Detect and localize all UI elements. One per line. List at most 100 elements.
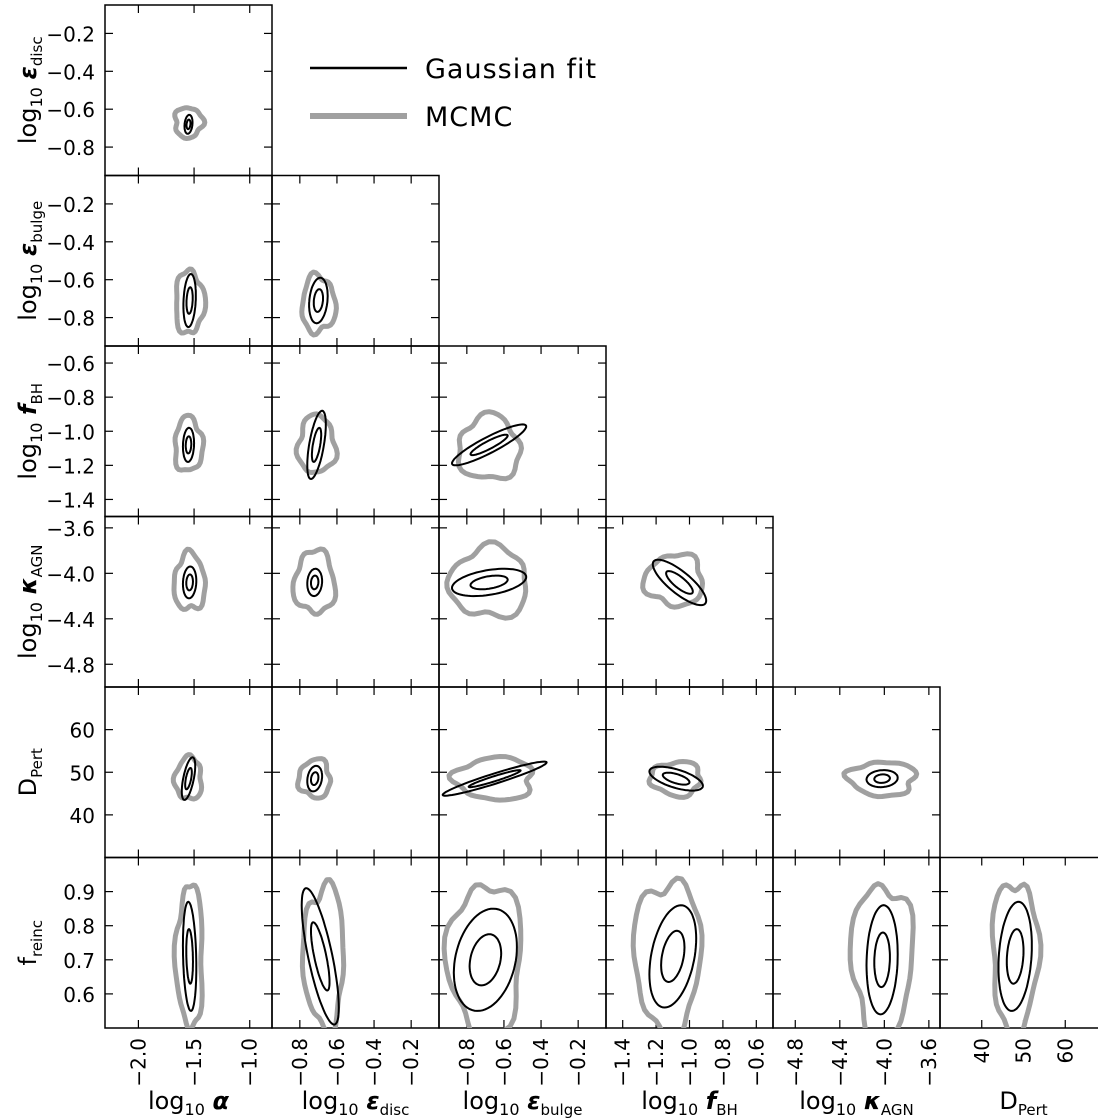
panel-frame xyxy=(104,856,273,1029)
y-tick-label: −0.4 xyxy=(46,60,95,84)
y-tick-label: −0.2 xyxy=(46,193,95,217)
panel-frame xyxy=(104,174,273,347)
x-tick-label: 50 xyxy=(1012,1038,1036,1063)
mcmc-contour xyxy=(290,546,339,617)
x-tick-label: −0.6 xyxy=(744,1038,768,1087)
x-axis-label-alpha: log10 α xyxy=(148,1087,230,1119)
gaussian-contour-1sigma xyxy=(467,769,522,789)
contours xyxy=(170,752,205,802)
y-tick-label: −0.6 xyxy=(46,269,95,293)
gaussian-contour-2sigma xyxy=(997,900,1033,1012)
panel-frame xyxy=(271,174,440,347)
contours xyxy=(646,759,704,800)
y-tick-label: −3.6 xyxy=(46,517,95,541)
x-axis-label-D_Pert: DPert xyxy=(999,1087,1047,1119)
panel-kappa_AGN-D_Pert xyxy=(772,686,941,859)
gaussian-contour-1sigma xyxy=(873,773,891,784)
gaussian-contour-2sigma xyxy=(181,565,198,600)
x-tick-label: −3.6 xyxy=(917,1038,941,1087)
panel-eps_bulge-kappa_AGN xyxy=(438,515,607,688)
gaussian-contour-2sigma xyxy=(180,756,197,801)
panel-frame xyxy=(605,686,774,859)
panel-frame xyxy=(271,686,440,859)
contours xyxy=(293,409,340,481)
gaussian-contour-2sigma xyxy=(648,904,698,1009)
mcmc-contour xyxy=(170,752,205,802)
y-tick-label: 0.6 xyxy=(63,983,95,1007)
x-axis-label-eps_bulge: log10 εbulge xyxy=(463,1087,583,1119)
gaussian-contour-1sigma xyxy=(310,426,323,463)
gaussian-contour-2sigma xyxy=(450,423,528,467)
x-tick-label: −0.8 xyxy=(711,1038,735,1087)
x-tick-label: −2.0 xyxy=(126,1038,150,1087)
y-tick-label: −0.8 xyxy=(46,386,95,410)
gaussian-contour-2sigma xyxy=(300,887,340,1026)
gaussian-contour-2sigma xyxy=(651,558,708,607)
x-tick-label: −4.4 xyxy=(828,1038,852,1087)
gaussian-contour-2sigma xyxy=(306,409,327,481)
contours xyxy=(630,875,705,1028)
panel-frame xyxy=(271,345,440,518)
mcmc-contour xyxy=(293,411,340,475)
panel-eps_disc-f_BH xyxy=(271,345,440,518)
panel-frame xyxy=(772,856,941,1029)
panel-eps_disc-D_Pert xyxy=(271,686,440,859)
y-tick-label: −0.8 xyxy=(46,136,95,160)
panel-eps_disc-f_reinc xyxy=(271,856,440,1029)
gaussian-contour-1sigma xyxy=(310,921,331,992)
gaussian-contour-2sigma xyxy=(181,900,198,1012)
gaussian-contour-2sigma xyxy=(865,904,899,1016)
gaussian-contour-1sigma xyxy=(184,435,193,455)
gaussian-contour-2sigma xyxy=(648,765,704,792)
panel-alpha-f_reinc xyxy=(104,856,273,1029)
y-tick-label: −1.2 xyxy=(46,454,95,478)
contours xyxy=(172,412,207,473)
gaussian-contour-2sigma xyxy=(181,426,196,463)
panel-eps_bulge-f_reinc xyxy=(438,856,607,1029)
contours xyxy=(295,756,334,801)
x-tick-label: −1.0 xyxy=(678,1038,702,1087)
x-tick-label: −1.2 xyxy=(644,1038,668,1087)
gaussian-contour-2sigma xyxy=(306,764,324,793)
gaussian-contour-1sigma xyxy=(468,933,503,987)
panel-f_BH-kappa_AGN xyxy=(605,515,774,688)
y-tick-label: −1.0 xyxy=(46,420,95,444)
y-tick-label: −0.6 xyxy=(46,98,95,122)
y-tick-label: −4.8 xyxy=(46,653,95,677)
x-tick-label: −0.2 xyxy=(399,1038,423,1087)
gaussian-contour-2sigma xyxy=(441,760,548,797)
gaussian-contour-1sigma xyxy=(185,286,194,315)
contours xyxy=(450,409,528,482)
contours xyxy=(989,881,1044,1028)
panel-frame xyxy=(271,856,440,1029)
contours xyxy=(299,269,339,338)
contours xyxy=(441,882,524,1028)
mcmc-contour xyxy=(441,882,524,1028)
contours xyxy=(299,877,347,1028)
panel-frame xyxy=(438,686,607,859)
gaussian-contour-1sigma xyxy=(1005,928,1025,985)
panel-alpha-D_Pert xyxy=(104,686,273,859)
panel-frame xyxy=(104,515,273,688)
contours xyxy=(172,105,208,141)
x-tick-label: −0.4 xyxy=(529,1038,553,1087)
gaussian-contour-1sigma xyxy=(185,118,192,131)
gaussian-contour-1sigma xyxy=(184,767,193,791)
y-tick-label: −4.0 xyxy=(46,562,95,586)
contours xyxy=(444,539,529,621)
contours xyxy=(171,882,205,1028)
y-axis-label-eps_disc: log10 εdisc xyxy=(14,36,46,144)
gaussian-contour-2sigma xyxy=(183,113,194,135)
y-tick-label: −0.6 xyxy=(46,352,95,376)
x-axis-label-f_BH: log10 fBH xyxy=(641,1087,738,1119)
panel-frame xyxy=(104,4,273,177)
y-axis-label-eps_bulge: log10 εbulge xyxy=(14,201,46,321)
gaussian-contour-1sigma xyxy=(873,931,891,989)
mcmc-contour xyxy=(171,882,205,1028)
panel-f_BH-D_Pert xyxy=(605,686,774,859)
gaussian-contour-1sigma xyxy=(185,927,195,985)
y-tick-label: 0.7 xyxy=(63,949,95,973)
x-axis-label-kappa_AGN: log10 κAGN xyxy=(799,1087,914,1119)
panel-alpha-eps_disc xyxy=(104,4,273,177)
